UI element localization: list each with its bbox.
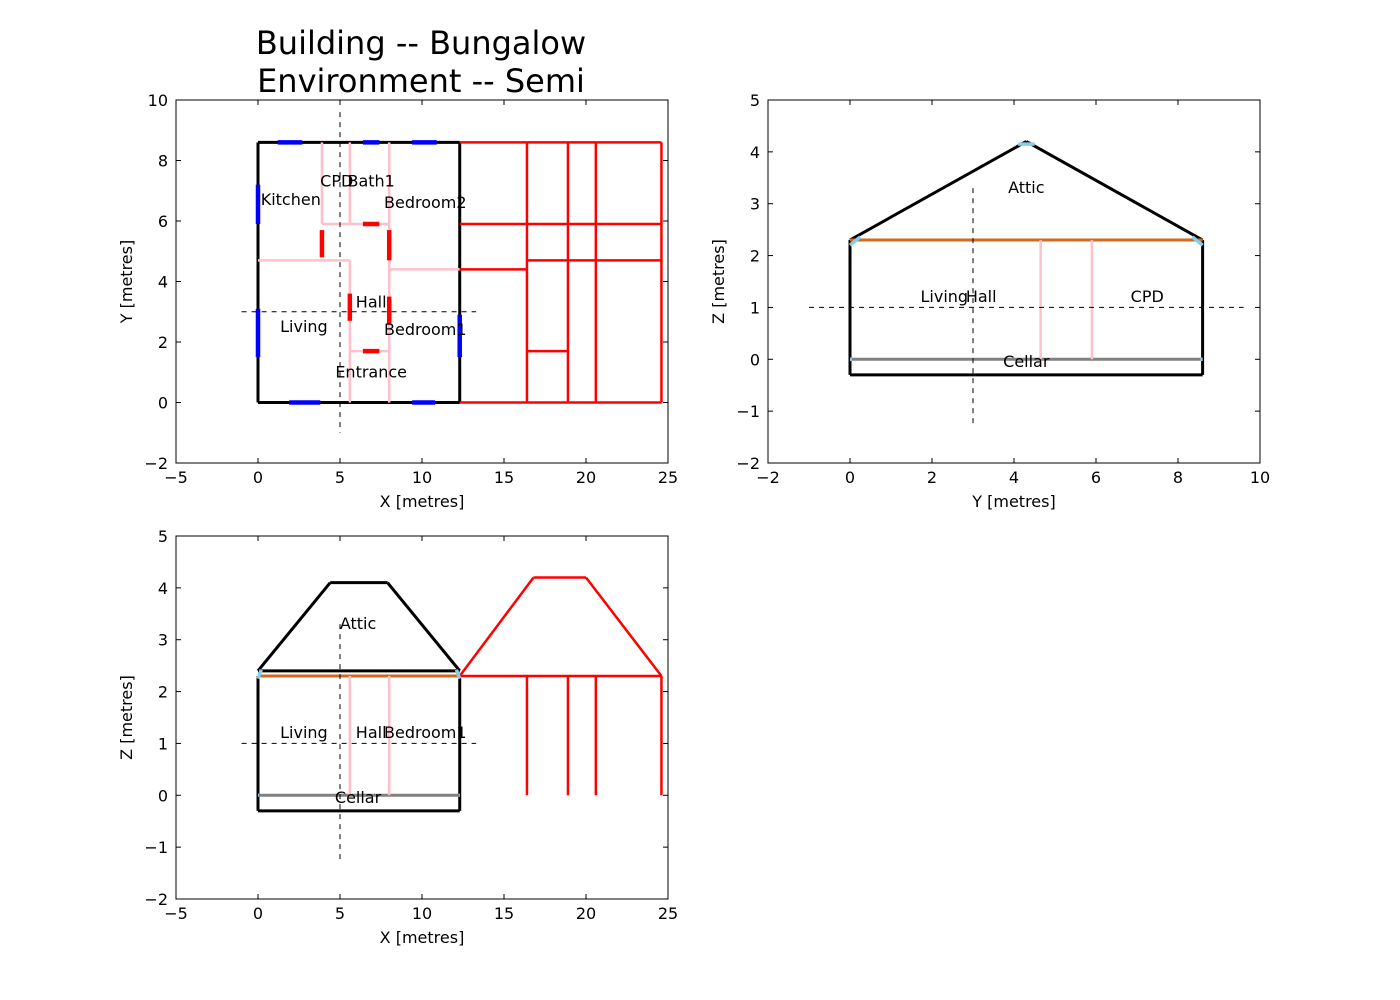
plan-x-tick-label-6: 25 (658, 468, 678, 487)
plan-x-tick-label-2: 5 (335, 468, 345, 487)
section_x-x-tick-label-2: 5 (335, 904, 345, 923)
section_x-neighbour-segment-3 (585, 576, 663, 677)
section_y-external_wall-segment-4 (1025, 140, 1204, 242)
plan-y-tick-label-2: 2 (158, 333, 168, 352)
plan-x-tick-label-3: 10 (412, 468, 432, 487)
plan-room-label-3: Bedroom2 (384, 193, 467, 212)
section_y-x-tick-label-2: 2 (927, 468, 937, 487)
section_y-x-axis-label: Y [metres] (971, 492, 1055, 511)
section_y-room-label-1: Living (921, 287, 969, 306)
section_x-x-tick-label-4: 15 (494, 904, 514, 923)
plan-room-label-7: Entrance (335, 362, 407, 381)
section_x-room-label-4: Cellar (335, 788, 382, 807)
section_x-y-tick-label-5: 3 (158, 631, 168, 650)
section_x-external_wall-segment-4 (256, 581, 332, 672)
section_x-x-tick-label-0: −5 (164, 904, 188, 923)
section_y-x-tick-label-5: 8 (1173, 468, 1183, 487)
section_y-room-label-2: Hall (966, 287, 997, 306)
section_y-axes-frame (767, 99, 1261, 464)
plan-room-label-6: Bedroom1 (384, 320, 467, 339)
section_x-y-tick-label-4: 2 (158, 683, 168, 702)
section_y-y-tick-label-3: 1 (750, 298, 760, 317)
section_x-room-label-1: Living (280, 723, 328, 742)
section_y-x-tick-label-1: 0 (845, 468, 855, 487)
chart-title-line1: Building -- Bungalow (255, 24, 587, 62)
section_x-y-tick-label-7: 5 (158, 527, 168, 546)
plan-y-axis-label: Y [metres] (117, 240, 136, 324)
section_y-node-segment-2 (1191, 235, 1204, 247)
section_y-y-tick-label-5: 3 (750, 195, 760, 214)
section_y-x-tick-label-3: 4 (1009, 468, 1019, 487)
section_y-y-tick-label-6: 4 (750, 143, 760, 162)
section_x-y-tick-label-1: −1 (144, 838, 168, 857)
plan-room-label-4: Hall (356, 293, 387, 312)
plan-x-axis-label: X [metres] (380, 492, 465, 511)
plan-y-tick-label-5: 8 (158, 152, 168, 171)
plan-x-tick-label-4: 15 (494, 468, 514, 487)
plan-y-tick-label-6: 10 (148, 91, 168, 110)
plan-x-tick-label-1: 0 (253, 468, 263, 487)
plan-y-tick-label-3: 4 (158, 273, 168, 292)
section_x-x-tick-label-3: 10 (412, 904, 432, 923)
section_y-room-label-3: CPD (1131, 287, 1164, 306)
section_x-node-segment-1 (454, 669, 462, 680)
section_y-room-label-4: Cellar (1003, 352, 1050, 371)
section_x-y-tick-label-6: 4 (158, 579, 168, 598)
plan-room-label-0: Kitchen (261, 190, 321, 209)
section_x-x-axis-label: X [metres] (380, 928, 465, 947)
section_x-neighbour-segment-1 (458, 576, 535, 677)
plan-room-label-1: CPD (320, 172, 353, 191)
section_y-y-tick-label-7: 5 (750, 91, 760, 110)
section_x-x-tick-label-6: 25 (658, 904, 678, 923)
section_y-external_wall-segment-3 (849, 140, 1028, 242)
section_x-node-segment-0 (256, 669, 263, 680)
section_y-x-tick-label-0: −2 (756, 468, 780, 487)
section_x-y-tick-label-0: −2 (144, 890, 168, 909)
chart-title-line2: Environment -- Semi (257, 62, 585, 100)
section_x-y-tick-label-2: 0 (158, 786, 168, 805)
section_x-y-tick-label-3: 1 (158, 734, 168, 753)
section_x-room-label-0: Attic (340, 614, 376, 633)
section_x-x-tick-label-5: 20 (576, 904, 596, 923)
section_y-y-tick-label-4: 2 (750, 247, 760, 266)
section_y-x-tick-label-4: 6 (1091, 468, 1101, 487)
section_y-room-label-0: Attic (1008, 178, 1044, 197)
section_y-y-tick-label-0: −2 (736, 454, 760, 473)
section_x-axes-frame (175, 535, 669, 900)
plan-axes-frame (175, 99, 669, 464)
section_y-y-tick-label-1: −1 (736, 402, 760, 421)
plan-room-label-5: Living (280, 317, 328, 336)
plan-y-tick-label-1: 0 (158, 394, 168, 413)
section_x-x-tick-label-1: 0 (253, 904, 263, 923)
section_y-node-segment-0 (848, 235, 862, 247)
plan-x-tick-label-5: 20 (576, 468, 596, 487)
section_y-y-axis-label: Z [metres] (709, 239, 728, 324)
plan-y-tick-label-0: −2 (144, 454, 168, 473)
section_x-room-label-3: Bedroom1 (384, 723, 467, 742)
section_y-x-tick-label-6: 10 (1250, 468, 1270, 487)
section_x-external_wall-segment-6 (386, 581, 461, 672)
section_x-room-label-2: Hall (356, 723, 387, 742)
section_x-y-axis-label: Z [metres] (117, 675, 136, 760)
plan-room-label-2: Bath1 (347, 172, 394, 191)
section_y-y-tick-label-2: 0 (750, 350, 760, 369)
plan-x-tick-label-0: −5 (164, 468, 188, 487)
plan-y-tick-label-4: 6 (158, 212, 168, 231)
